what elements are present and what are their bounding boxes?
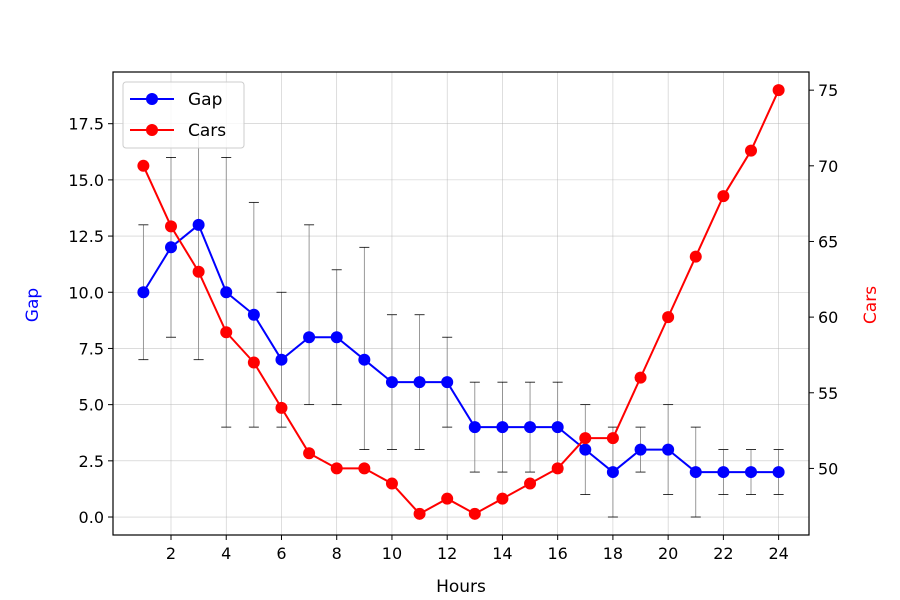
right-tick-label: 75	[818, 81, 838, 100]
cars-point	[330, 462, 343, 475]
cars-point	[745, 144, 757, 157]
cars-point	[579, 432, 592, 445]
gap-point	[772, 466, 785, 479]
x-tick-label: 24	[768, 544, 788, 563]
gap-point	[551, 421, 564, 434]
gap-point	[689, 466, 702, 479]
right-tick-label: 65	[818, 232, 838, 251]
gap-point	[220, 286, 233, 299]
left-tick-label: 15.0	[68, 171, 104, 190]
gap-point	[606, 466, 619, 479]
cars-point	[524, 477, 537, 490]
gap-point	[441, 376, 454, 389]
cars-point	[496, 492, 509, 505]
gap-point	[330, 331, 343, 344]
left-axis-title: Gap	[23, 288, 43, 322]
cars-point	[413, 507, 426, 520]
x-tick-label: 4	[221, 544, 231, 563]
plot-frame	[112, 71, 810, 536]
gap-point	[468, 421, 481, 434]
gap-point	[496, 421, 509, 434]
cars-point	[468, 507, 481, 520]
gap-point	[634, 443, 647, 456]
series-lines	[137, 84, 785, 520]
x-axis-title: Hours	[436, 577, 486, 597]
gap-point	[137, 286, 150, 299]
left-tick-label: 12.5	[68, 227, 104, 246]
cars-point	[441, 492, 454, 505]
x-tick-label: 8	[332, 544, 342, 563]
cars-point	[717, 190, 730, 203]
x-tick-label: 14	[492, 544, 512, 563]
legend-cars-label: Cars	[188, 121, 226, 141]
legend-gap-marker	[146, 93, 158, 105]
left-tick-label: 17.5	[68, 115, 104, 134]
cars-point	[137, 159, 150, 172]
x-tick-label: 10	[382, 544, 402, 563]
gap-point	[717, 466, 730, 479]
gap-point	[662, 443, 675, 456]
cars-point	[192, 265, 205, 278]
cars-point	[303, 447, 316, 460]
right-tick-label: 60	[818, 308, 838, 327]
left-tick-label: 0.0	[79, 508, 104, 527]
cars-point	[247, 356, 260, 369]
gap-point	[745, 466, 757, 479]
right-tick-label: 55	[818, 384, 838, 403]
right-tick-label: 70	[818, 157, 838, 176]
gap-point	[247, 308, 260, 321]
x-tick-label: 6	[276, 544, 286, 563]
cars-point	[689, 250, 702, 263]
legend-cars-marker	[146, 124, 158, 136]
gap-point	[192, 218, 205, 231]
gap-point	[524, 421, 537, 434]
gap-point	[165, 241, 177, 254]
gap-point	[303, 331, 316, 344]
x-tick-label: 22	[713, 544, 733, 563]
gap-point	[358, 353, 371, 366]
cars-point	[606, 432, 619, 445]
axes: 2 4 6 8 10 12 14 16 18 20 22 240.02.55.07.510.012.5…	[68, 81, 838, 563]
cars-point	[220, 326, 233, 339]
left-tick-label: 7.5	[79, 339, 104, 358]
cars-point	[275, 401, 288, 414]
cars-point	[662, 311, 675, 324]
left-tick-label: 2.5	[79, 452, 104, 471]
cars-point	[358, 462, 371, 475]
cars-line	[142, 89, 780, 515]
gap-error-bars	[138, 134, 784, 518]
x-tick-label: 18	[603, 544, 623, 563]
x-tick-label: 20	[658, 544, 678, 563]
cars-point	[634, 371, 647, 384]
cars-point	[551, 462, 564, 475]
left-tick-label: 10.0	[68, 283, 104, 302]
cars-point	[772, 84, 785, 97]
legend-gap-label: Gap	[188, 90, 222, 110]
x-tick-label: 2	[166, 544, 176, 563]
gap-point	[413, 376, 426, 389]
gap-point	[579, 443, 592, 456]
right-tick-label: 50	[818, 459, 838, 478]
cars-point	[385, 477, 398, 490]
gap-point	[385, 376, 398, 389]
x-tick-label: 16	[547, 544, 567, 563]
left-tick-label: 5.0	[79, 396, 104, 415]
cars-point	[165, 220, 177, 233]
x-tick-label: 12	[437, 544, 457, 563]
gap-point	[275, 353, 288, 366]
legend: Gap Cars	[122, 81, 245, 149]
right-axis-title: Cars	[861, 286, 881, 324]
